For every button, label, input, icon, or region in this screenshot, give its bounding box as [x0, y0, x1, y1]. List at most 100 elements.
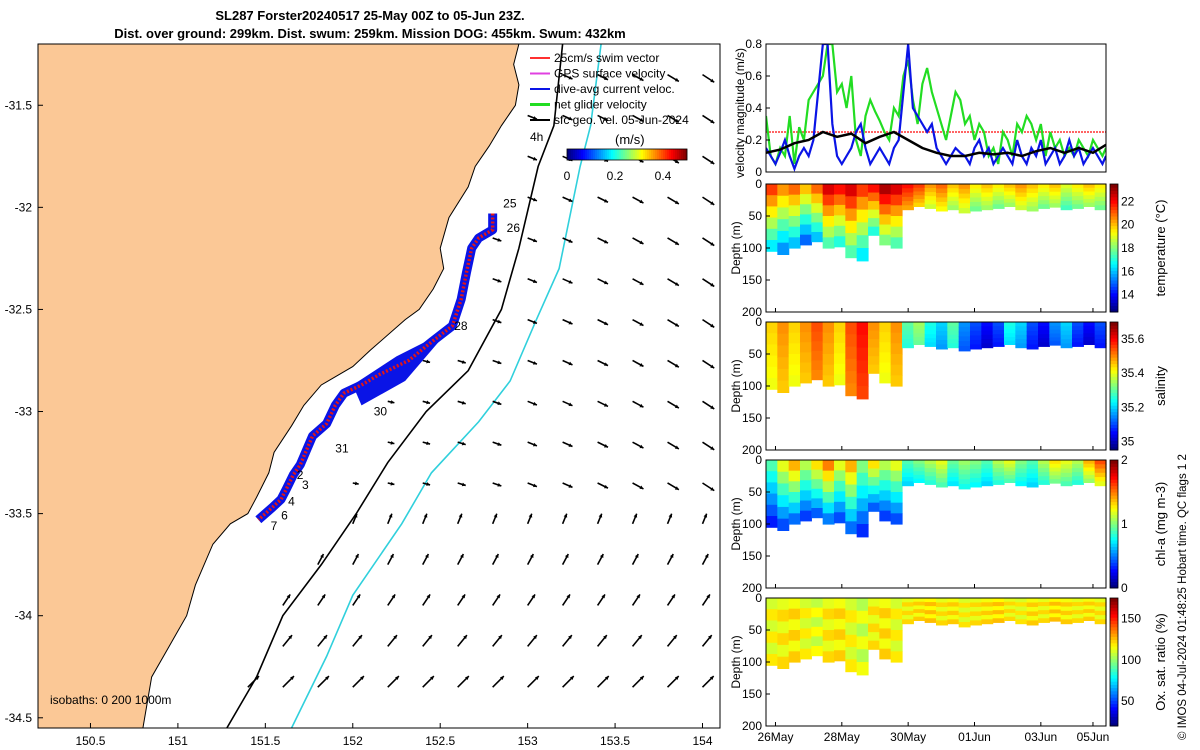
- heatmap-cell: [1094, 196, 1107, 202]
- colorbar-swatch: [1110, 341, 1118, 345]
- colorbar-swatch: [1110, 678, 1118, 682]
- sfc-velocity-arrowhead: [639, 240, 644, 244]
- heatmap-cell: [1049, 333, 1062, 338]
- sfc-velocity-arrowhead: [497, 278, 502, 283]
- heatmap-cell: [845, 245, 858, 259]
- track-day-label: 4: [288, 494, 295, 508]
- heatmap-ytick-label: 200: [742, 581, 762, 595]
- colorbar-swatch: [601, 149, 604, 160]
- heatmap-cell: [800, 372, 812, 384]
- heatmap-cell: [834, 650, 846, 662]
- heatmap-cell: [868, 192, 880, 202]
- heatmap-cell: [1015, 339, 1028, 344]
- sfc-velocity-arrowhead: [460, 553, 464, 558]
- heatmap-cell: [1038, 204, 1050, 209]
- sfc-velocity-arrowhead: [355, 553, 359, 558]
- colorbar-swatch: [1110, 187, 1118, 191]
- colorbar-swatch: [643, 149, 646, 160]
- sfc-velocity-arrowhead: [633, 513, 638, 518]
- legend-entry: net glider velocity: [554, 98, 647, 112]
- colorbar-swatch: [1110, 379, 1118, 384]
- heatmap-cell: [981, 205, 994, 211]
- heatmap-cell: [1026, 326, 1039, 332]
- heatmap-cell: [947, 472, 960, 478]
- heatmap-cell: [1094, 188, 1107, 194]
- heatmap-cell: [822, 619, 835, 631]
- heatmap-cell: [913, 325, 926, 331]
- heatmap-cell: [936, 197, 948, 203]
- heatmap-cell: [788, 332, 801, 344]
- colorbar-swatch: [1110, 466, 1118, 471]
- sfc-velocity-arrowhead: [461, 360, 466, 364]
- heatmap-cell: [992, 614, 1005, 619]
- colorbar-swatch: [1110, 710, 1118, 714]
- heatmap-cell: [1038, 326, 1050, 331]
- heatmap-cell: [800, 194, 812, 205]
- heatmap-cell: [902, 205, 914, 211]
- heatmap-ytick-label: 50: [749, 485, 763, 499]
- heatmap-cell: [981, 192, 994, 198]
- colorbar-swatch: [1110, 716, 1118, 721]
- colorbar-tick-label: 35.2: [1121, 400, 1145, 414]
- heatmap-cell: [981, 598, 994, 603]
- heatmap-cell: [992, 464, 1005, 469]
- colorbar-swatch: [1110, 642, 1118, 647]
- heatmap-cell: [788, 322, 801, 334]
- colorbar-swatch: [1110, 511, 1118, 515]
- colorbar-swatch: [1110, 398, 1118, 403]
- heatmap-cell: [856, 598, 869, 612]
- colorbar-swatch: [1110, 495, 1118, 499]
- heatmap-cell: [981, 615, 994, 620]
- colorbar-swatch: [609, 149, 612, 160]
- heatmap-cell: [800, 490, 812, 502]
- heatmap-cell: [868, 226, 880, 236]
- sfc-velocity-arrowhead: [674, 118, 679, 123]
- heatmap-cell: [845, 647, 858, 660]
- heatmap-colorbar: [1109, 459, 1119, 589]
- heatmap-cell: [1060, 339, 1073, 344]
- track-day-label: 7: [271, 519, 278, 533]
- colorbar-swatch: [1110, 598, 1118, 602]
- colorbar-swatch: [1110, 559, 1118, 563]
- heatmap-colorbar: [1109, 183, 1119, 313]
- colorbar-swatch: [1110, 344, 1118, 349]
- heatmap-cell: [1083, 598, 1096, 603]
- heatmap-ylabel: Depth (m): [729, 635, 743, 688]
- heatmap-cell: [1004, 474, 1016, 480]
- sfc-velocity-arrowhead: [674, 404, 679, 409]
- map-xtick-label: 152.5: [425, 734, 455, 748]
- heatmap-cell: [788, 216, 801, 228]
- colorbar-swatch: [1110, 334, 1118, 339]
- heatmap-cell: [1072, 464, 1084, 469]
- heatmap-cell: [970, 460, 982, 466]
- heatmap-cell: [890, 619, 903, 631]
- heatmap-cell: [1060, 184, 1073, 189]
- heatmap-cell: [970, 322, 982, 328]
- heatmap-cell: [777, 242, 790, 255]
- heatmap-cell: [1004, 333, 1016, 338]
- heatmap-cell: [890, 502, 903, 514]
- heatmap-cell: [1038, 602, 1050, 607]
- colorbar-swatch: [1110, 418, 1118, 422]
- heatmap-cell: [958, 612, 971, 618]
- heatmap-cell: [970, 468, 982, 475]
- colorbar-swatch: [1110, 639, 1118, 644]
- heatmap-cell: [1026, 188, 1039, 194]
- colorbar-swatch: [1110, 190, 1118, 195]
- heatmap-cell: [1049, 601, 1062, 607]
- colorbar-swatch: [1110, 244, 1118, 249]
- heatmap-cell: [777, 621, 790, 634]
- track-day-label: 30: [374, 405, 388, 419]
- heatmap-cell: [958, 617, 971, 623]
- heatmap-cell: [1015, 196, 1028, 202]
- colorbar-frame: [566, 148, 688, 161]
- colorbar-swatch: [1110, 427, 1118, 432]
- heatmap-cell: [868, 477, 880, 487]
- heatmap-cell: [856, 636, 869, 650]
- heatmap-cell: [1026, 473, 1039, 479]
- heatmap-cell: [868, 598, 880, 608]
- heatmap-cell: [777, 506, 790, 520]
- heatmap-cell: [958, 464, 971, 471]
- colorbar-tick-label: 35.4: [1121, 366, 1145, 380]
- colorbar-swatch: [1110, 296, 1118, 300]
